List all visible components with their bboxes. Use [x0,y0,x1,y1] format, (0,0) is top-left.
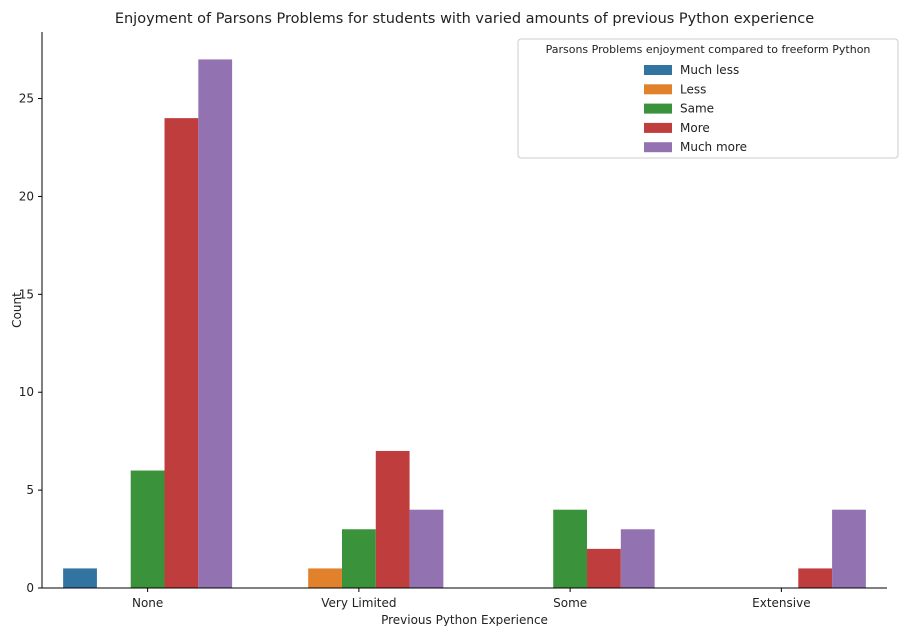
legend-swatch [644,84,672,95]
legend-title: Parsons Problems enjoyment compared to f… [546,43,871,56]
bar-much-more-extensive [832,509,866,588]
x-tick-label: None [132,596,163,610]
x-tick-label: Extensive [752,596,810,610]
y-tick-label: 10 [19,385,34,399]
legend-frame [517,38,899,159]
legend-label: Less [680,82,706,96]
bar-much-more-some [620,529,655,588]
bar-same-none [130,470,165,588]
legend-label: Much more [680,140,747,154]
y-tick-label: 5 [26,483,34,497]
chart-title: Enjoyment of Parsons Problems for studen… [115,11,814,27]
bar-more-extensive [798,568,833,588]
legend: Parsons Problems enjoyment compared to f… [517,38,899,159]
y-tick-label: 15 [19,287,34,301]
bar-much-more-none [198,59,233,589]
legend-swatch [644,103,672,114]
bar-more-some [587,548,621,588]
bar-same-very-limited [341,529,376,588]
legend-label: Much less [680,63,739,77]
plot-area [63,59,866,589]
y-tick-label: 25 [19,92,34,106]
bar-more-none [164,118,199,588]
legend-swatch [644,122,672,133]
bar-same-some [553,509,588,588]
x-tick-label: Some [553,596,587,610]
x-axis: None Very Limited Some Extensive [42,587,887,610]
y-tick-label: 20 [19,189,34,203]
y-tick-label: 0 [26,581,34,595]
bar-much-less-none [63,568,97,588]
legend-label: Same [680,102,714,116]
bar-much-more-very-limited [409,509,444,588]
y-axis: 0 5 10 15 20 25 [19,32,43,595]
legend-swatch [644,142,672,153]
bar-less-very-limited [308,568,342,588]
bar-more-very-limited [375,450,410,588]
x-axis-label: Previous Python Experience [381,613,548,626]
y-axis-label: Count [10,292,24,328]
x-tick-label: Very Limited [321,596,396,610]
legend-swatch [644,65,672,75]
legend-label: More [680,121,710,135]
